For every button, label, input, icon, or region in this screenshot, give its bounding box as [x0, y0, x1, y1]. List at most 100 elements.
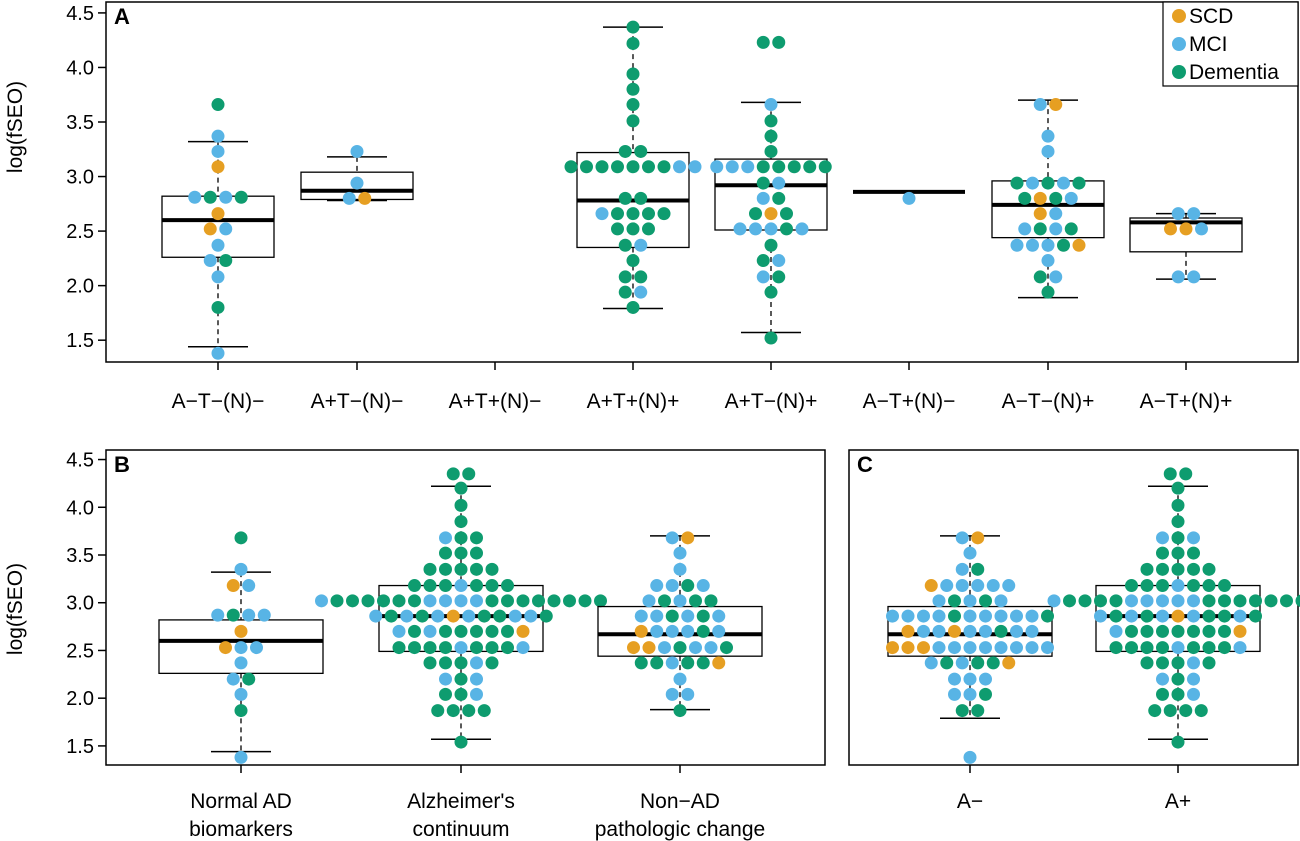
panel-b-group-3-point-dementia	[696, 624, 710, 638]
panel-b-group-2-point-mci	[439, 531, 452, 545]
panel-c-group-1-point-mci	[963, 672, 977, 686]
panel-a-group-8-box	[1129, 217, 1243, 253]
panel-c-group-1-point-dementia	[986, 656, 1000, 670]
panel-b-group-3-point-dementia	[681, 656, 695, 670]
panel-c-group-2-point-dementia	[1280, 594, 1293, 608]
panel-b-group-2-point-mci	[400, 609, 414, 623]
panel-a-group-4-point-dementia	[626, 82, 640, 96]
panel-c-group-2-point-mci	[1094, 609, 1107, 623]
panel-c-group-1-point-mci	[994, 641, 1008, 655]
panel-b-group-2-point-mci	[439, 672, 452, 686]
panel-a-group-1-point-mci	[211, 346, 225, 360]
panel-b-group-2-point-dementia	[439, 687, 452, 701]
panel-a-group-5-point-scd	[764, 207, 778, 221]
panel-b-ytick-label: 1.5	[66, 736, 94, 758]
panel-c-group-2-point-mci	[1233, 609, 1247, 623]
panel-a-group-5-point-dementia	[764, 238, 778, 252]
panel-a-group-1-point-mci	[219, 222, 233, 236]
panel-a-group-8-label: A−T+(N)+	[1140, 390, 1233, 413]
panels-layer: 1.5 2.0 2.5 3.0 3.5 4.0 4.5 A−T−(N)− A+T−(N)− A+T…	[66, 3, 1300, 841]
panel-a-ytick-label: 2.0	[66, 276, 94, 298]
panel-c-group-2-point-mci	[1156, 531, 1169, 545]
panel-c-group-1-point-mci	[1025, 641, 1039, 655]
panel-c-group-1-point-mci	[917, 624, 930, 638]
panel-b-group-3-point-dementia	[650, 656, 664, 670]
panel-a-group-7-point-scd	[1033, 191, 1047, 205]
panel-a-ylabel: log(fSEO)	[4, 81, 27, 173]
panel-c-group-2-point-mci	[1156, 672, 1169, 686]
panel-b-group-2-point-mci	[454, 641, 468, 655]
panel-c-group-1-point-mci	[901, 609, 915, 623]
panel-b-group-3-point-mci	[673, 594, 687, 608]
panel-a-group-4-point-dementia	[634, 144, 648, 158]
panel-c-group-2-point-dementia	[1187, 624, 1200, 638]
panel-a-group-8-point-scd	[1179, 222, 1193, 236]
panel-b-group-2-point-dementia	[439, 579, 452, 593]
panel-c-group-1-point-mci	[1010, 641, 1023, 655]
panel-a-ytick-label: 1.5	[66, 330, 94, 352]
panel-a-group-4-point-dementia	[580, 160, 593, 174]
panel-b-ytick-label: 4.5	[66, 450, 94, 472]
panel-a-group-5-point-mci	[733, 222, 747, 236]
panel-b-group-3-point-mci	[665, 656, 679, 670]
panel-c-group-2-point-dementia	[1187, 641, 1200, 655]
panel-c-group-2-point-mci	[1187, 531, 1200, 545]
panel-c-group-2-point-dementia	[1140, 656, 1154, 670]
panel-a-group-8-point-mci	[1171, 207, 1185, 221]
panel-b-group-3-point-mci	[673, 546, 687, 560]
panel-c-group-1-point-mci	[948, 641, 961, 655]
panel-b-group-2-point-mci	[315, 594, 328, 608]
panel-c-group-2-point-dementia	[1140, 579, 1154, 593]
panel-b-group-1-point-scd	[226, 579, 240, 593]
panel-c-group-1-point-dementia	[979, 594, 992, 608]
panel-b-group-3-point-mci	[681, 687, 695, 701]
panel-b-group-1-point-mci	[242, 579, 256, 593]
panel-a-group-3-label: A+T+(N)−	[449, 390, 542, 413]
panel-b-group-3-point-dementia	[673, 704, 687, 718]
panel-c-group-2-point-dementia	[1218, 579, 1231, 593]
panel-c-group-1-point-mci	[979, 672, 992, 686]
panel-a-group-8-point-scd	[1164, 222, 1177, 236]
panel-b-group-3-point-mci	[665, 531, 679, 545]
panel-a-group-5-point-mci	[710, 160, 724, 174]
panel-a-group-4-point-dementia	[618, 270, 632, 284]
panel-c-group-1-point-mci	[1041, 641, 1054, 655]
panel-a-group-5-point-dementia	[780, 207, 793, 221]
panel-a-group-5-point-mci	[764, 98, 778, 112]
panel-c-group-2-point-dementia	[1295, 594, 1300, 608]
panel-a-group-7-point-mci	[1057, 176, 1070, 190]
panel-c-group-2-point-dementia	[1109, 609, 1123, 623]
panel-c-group-2-point-dementia	[1233, 594, 1247, 608]
panel-b-group-2-point-dementia	[470, 641, 483, 655]
panel-c-group-2-point-dementia	[1249, 609, 1262, 623]
panel-b-group-3-point-dementia	[704, 594, 718, 608]
panel-c-group-2-point-dementia	[1202, 641, 1216, 655]
panel-a-group-4-label: A+T+(N)+	[587, 390, 680, 413]
panel-c-group-1-point-mci	[971, 579, 985, 593]
panel-c-group-2-point-dementia	[1171, 687, 1185, 701]
panel-b-group-2-point-dementia	[423, 562, 437, 576]
panel-a-group-5-point-dementia	[772, 35, 786, 49]
panel-a-group-7-point-dementia	[1041, 176, 1055, 190]
panel-b-group-3-label: pathologic change	[595, 818, 765, 841]
panel-b-group-2-point-dementia	[423, 579, 437, 593]
panel-a-group-5-point-dementia	[787, 160, 801, 174]
panel-c-group-1-point-dementia	[971, 656, 985, 670]
panel-b-group-1-point-dementia	[242, 672, 256, 686]
panel-b-group-3-point-mci	[673, 672, 687, 686]
panel-a-group-5-point-mci	[749, 222, 762, 236]
panel-a-group-4-point-dementia	[634, 191, 648, 205]
legend-label-scd: SCD	[1189, 5, 1233, 28]
panel-c-group-2-point-mci	[1187, 672, 1200, 686]
panel-a-group-5-point-dementia	[772, 270, 786, 284]
panel-b-group-3-point-dementia	[696, 656, 710, 670]
panel-c-group-2-point-dementia	[1171, 562, 1185, 576]
panel-a-group-5-point-mci	[756, 191, 770, 205]
panel-c-group-2-point-dementia	[1156, 562, 1169, 576]
panel-b-group-2-point-dementia	[431, 704, 445, 718]
panel-a-group-7-point-dementia	[1049, 191, 1063, 205]
panel-c-group-2-point-dementia	[1094, 594, 1107, 608]
panel-b-group-2-point-dementia	[454, 546, 468, 560]
panel-c-group-1-point-mci	[948, 672, 961, 686]
panel-c-group-1-point-mci	[963, 546, 977, 560]
